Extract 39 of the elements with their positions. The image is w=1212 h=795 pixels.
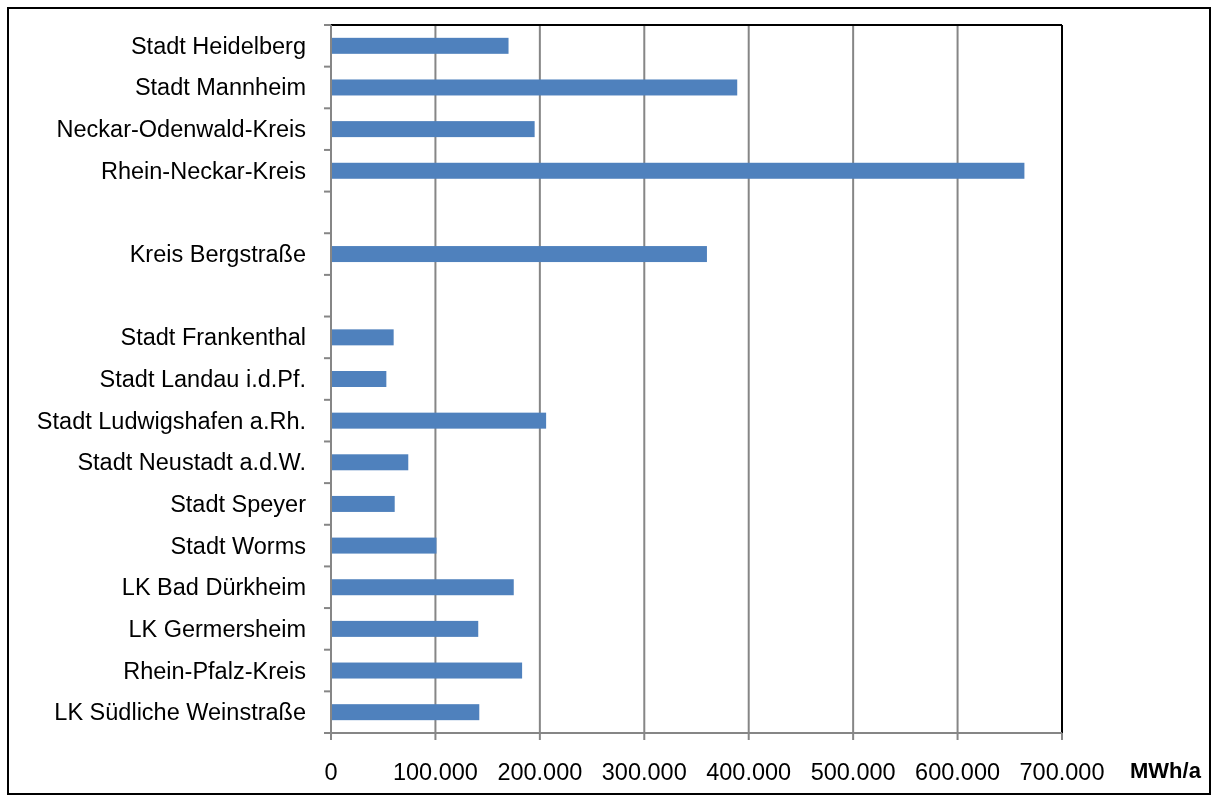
y-tick-label: LK Germersheim <box>128 615 306 642</box>
x-tick-label: 700.000 <box>1019 759 1105 785</box>
bar <box>331 495 395 512</box>
x-tick-label: 600.000 <box>915 759 1001 785</box>
bar <box>331 704 480 721</box>
bar <box>331 121 535 138</box>
bar <box>331 537 437 554</box>
bar <box>331 579 514 596</box>
y-tick-label: Stadt Speyer <box>170 490 307 517</box>
bar <box>331 79 738 96</box>
y-tick-label: Rhein-Neckar-Kreis <box>100 157 306 184</box>
y-tick-label: Stadt Heidelberg <box>130 32 306 59</box>
x-tick-label: 500.000 <box>810 759 896 785</box>
bar <box>331 37 509 54</box>
y-tick-label: Kreis Bergstraße <box>129 241 306 268</box>
bar <box>331 454 409 471</box>
bar <box>331 329 394 346</box>
x-tick-label: 400.000 <box>706 759 792 785</box>
x-tick-label: 200.000 <box>497 759 583 785</box>
x-tick-label: 300.000 <box>601 759 687 785</box>
y-tick-label: Stadt Neustadt a.d.W. <box>77 449 306 476</box>
x-tick-label: 0 <box>324 759 338 785</box>
bar <box>331 371 387 387</box>
bar <box>331 246 707 263</box>
y-tick-label: Stadt Mannheim <box>134 74 306 101</box>
x-tick-label: 100.000 <box>392 759 478 785</box>
bar <box>331 662 523 679</box>
y-tick-label: Stadt Frankenthal <box>120 324 306 351</box>
bar <box>331 162 1025 179</box>
y-tick-label: Stadt Worms <box>170 532 306 559</box>
y-tick-label: Stadt Landau i.d.Pf. <box>99 366 306 392</box>
y-tick-label: Neckar-Odenwald-Kreis <box>56 116 306 143</box>
bar <box>331 620 479 637</box>
y-tick-label: LK Südliche Weinstraße <box>54 699 306 726</box>
y-tick-label: LK Bad Dürkheim <box>121 574 306 601</box>
bar <box>331 412 547 429</box>
y-tick-label: Stadt Ludwigshafen a.Rh. <box>36 407 306 434</box>
x-axis-title: MWh/a <box>1130 757 1202 783</box>
y-tick-label: Rhein-Pfalz-Kreis <box>123 657 306 684</box>
